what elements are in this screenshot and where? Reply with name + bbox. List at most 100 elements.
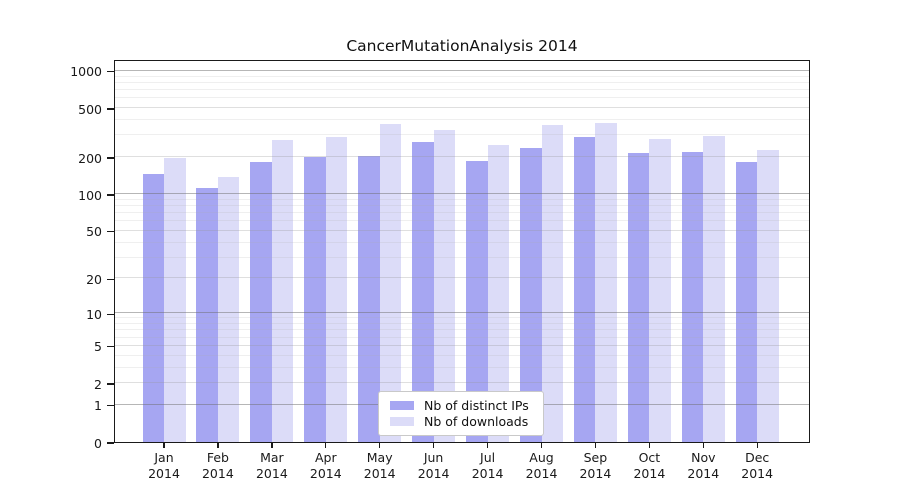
gridline-300 [115, 134, 809, 136]
bar-distinct-ips-oct [627, 153, 650, 442]
bar-downloads-aug [541, 125, 563, 442]
gridline-400 [115, 119, 809, 120]
chart-title: CancerMutationAnalysis 2014 [346, 37, 578, 55]
bar-distinct-ips-dec [735, 162, 758, 442]
y-tick-mark-1 [107, 405, 114, 407]
bar-distinct-ips-jun [412, 142, 434, 442]
x-tick-label-apr: Apr 2014 [296, 450, 356, 482]
bar-downloads-sep [595, 122, 617, 442]
y-tick-mark-0 [107, 442, 114, 444]
x-tick-mark-aug [540, 443, 543, 448]
x-label-year: 2014 [309, 466, 342, 481]
gridline-500 [115, 107, 809, 108]
bar-distinct-ips-may [358, 156, 380, 442]
legend-label-downloads: Nb of downloads [424, 414, 529, 430]
x-label-month: Jun [423, 450, 444, 465]
bar-downloads-dec [757, 150, 779, 442]
x-tick-mark-apr [325, 443, 327, 448]
x-label-month: Nov [691, 450, 716, 465]
y-tick-label-200: 200 [78, 150, 102, 166]
legend-swatch-downloads [390, 417, 414, 427]
x-tick-label-may: May 2014 [350, 450, 410, 482]
x-tick-label-nov: Nov 2014 [673, 450, 733, 482]
x-label-year: 2014 [255, 466, 288, 481]
x-tick-mark-sep [594, 443, 597, 448]
bar-downloads-oct [649, 138, 671, 442]
y-tick-label-2: 2 [94, 376, 102, 392]
x-label-month: Apr [314, 450, 337, 465]
y-tick-mark-100 [107, 194, 114, 196]
x-label-month: Mar [260, 450, 284, 465]
y-tick-mark-5 [107, 346, 114, 348]
y-tick-label-10: 10 [86, 306, 102, 322]
x-tick-mark-nov [702, 443, 704, 448]
x-label-year: 2014 [579, 466, 612, 481]
x-tick-mark-feb [217, 443, 219, 448]
y-tick-mark-2 [107, 383, 114, 385]
x-label-month: Jan [154, 450, 174, 465]
bar-distinct-ips-sep [573, 137, 596, 442]
bar-downloads-feb [217, 176, 240, 442]
legend-label-distinct-ips: Nb of distinct IPs [424, 397, 529, 413]
y-tick-label-500: 500 [78, 101, 102, 117]
bar-distinct-ips-apr [304, 156, 326, 442]
x-tick-mark-jun [432, 443, 435, 448]
y-tick-label-100: 100 [78, 187, 102, 203]
y-tick-label-50: 50 [86, 224, 102, 240]
y-tick-label-20: 20 [86, 271, 102, 287]
x-tick-label-mar: Mar 2014 [242, 450, 302, 482]
bar-downloads-jul [487, 144, 510, 442]
x-label-year: 2014 [417, 466, 450, 481]
x-label-year: 2014 [633, 466, 666, 481]
x-label-year: 2014 [201, 466, 234, 481]
legend-swatch-distinct-ips [390, 400, 414, 410]
gridline-700 [115, 89, 809, 90]
x-tick-mark-jan [163, 443, 165, 448]
y-tick-label-1000: 1000 [70, 64, 102, 80]
x-tick-mark-may [379, 443, 381, 448]
y-tick-mark-10 [107, 313, 114, 315]
bar-distinct-ips-mar [250, 162, 272, 442]
legend: Nb of distinct IPs Nb of downloads [378, 391, 544, 436]
x-label-year: 2014 [363, 466, 396, 481]
x-label-month: Dec [745, 450, 770, 465]
y-tick-mark-1000 [107, 71, 114, 73]
gridline-600 [115, 97, 809, 99]
x-tick-label-jan: Jan 2014 [134, 450, 194, 482]
x-tick-label-jun: Jun 2014 [404, 450, 464, 482]
y-tick-mark-50 [107, 231, 114, 233]
legend-item-downloads: Nb of downloads [390, 414, 535, 429]
x-label-year: 2014 [687, 466, 720, 481]
x-label-month: Aug [529, 450, 554, 465]
y-tick-mark-20 [107, 278, 114, 281]
x-tick-mark-oct [648, 443, 651, 448]
x-label-year: 2014 [741, 466, 774, 481]
y-tick-mark-200 [107, 157, 114, 159]
y-tick-label-5: 5 [94, 339, 102, 355]
x-label-month: Jul [480, 450, 496, 465]
bar-downloads-jun [433, 129, 456, 442]
bar-downloads-jan [164, 158, 186, 442]
x-tick-mark-dec [756, 443, 758, 448]
gridline-900 [115, 75, 809, 77]
bar-downloads-apr [325, 137, 348, 442]
bar-distinct-ips-nov [681, 151, 704, 442]
bar-distinct-ips-aug [520, 147, 542, 442]
x-tick-mark-mar [271, 443, 273, 448]
plot-area [114, 60, 810, 443]
x-tick-mark-jul [486, 443, 489, 448]
gridline-1000 [115, 69, 809, 71]
x-label-month: May [366, 450, 393, 465]
x-label-month: Oct [638, 450, 661, 465]
gridline-800 [115, 81, 809, 83]
y-tick-mark-500 [107, 108, 114, 110]
bar-downloads-nov [703, 136, 725, 442]
x-label-month: Sep [583, 450, 608, 465]
x-tick-label-aug: Aug 2014 [512, 450, 572, 482]
x-tick-label-sep: Sep 2014 [565, 450, 625, 482]
bar-distinct-ips-feb [196, 188, 218, 442]
x-tick-label-oct: Oct 2014 [619, 450, 679, 482]
legend-item-distinct-ips: Nb of distinct IPs [390, 398, 535, 413]
y-tick-label-0: 0 [94, 435, 102, 451]
